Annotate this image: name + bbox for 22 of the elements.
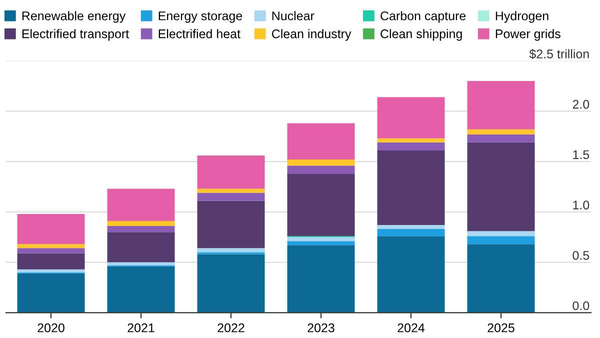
y-tick-label: $2.5 trillion <box>529 48 589 60</box>
legend-label: Energy storage <box>158 12 242 23</box>
legend-label: Hydrogen <box>496 11 548 23</box>
y-tick-label: 0.5 <box>572 250 590 260</box>
y-tick-label: 0.0 <box>572 301 590 310</box>
x-tick-label: 2025 <box>488 323 514 332</box>
legend-label: Power grids <box>496 29 560 41</box>
legend-label: Carbon capture <box>380 11 466 23</box>
y-tick-label: 2.0 <box>572 100 590 109</box>
x-tick-label: 2020 <box>38 323 64 332</box>
legend-label: Clean shipping <box>380 29 462 41</box>
legend-label: Renewable energy <box>22 11 126 23</box>
legend-label: Clean industry <box>272 29 352 41</box>
legend-label: Electrified transport <box>22 29 129 41</box>
x-tick-label: 2023 <box>308 323 334 332</box>
x-tick-label: 2022 <box>218 323 244 332</box>
x-tick-label: 2021 <box>128 323 154 332</box>
legend-label: Electrified heat <box>158 29 240 38</box>
y-tick-label: 1.5 <box>573 150 590 160</box>
y-tick-label: 1.0 <box>573 200 590 210</box>
x-tick-label: 2024 <box>398 323 425 332</box>
legend-label: Nuclear <box>272 11 314 20</box>
